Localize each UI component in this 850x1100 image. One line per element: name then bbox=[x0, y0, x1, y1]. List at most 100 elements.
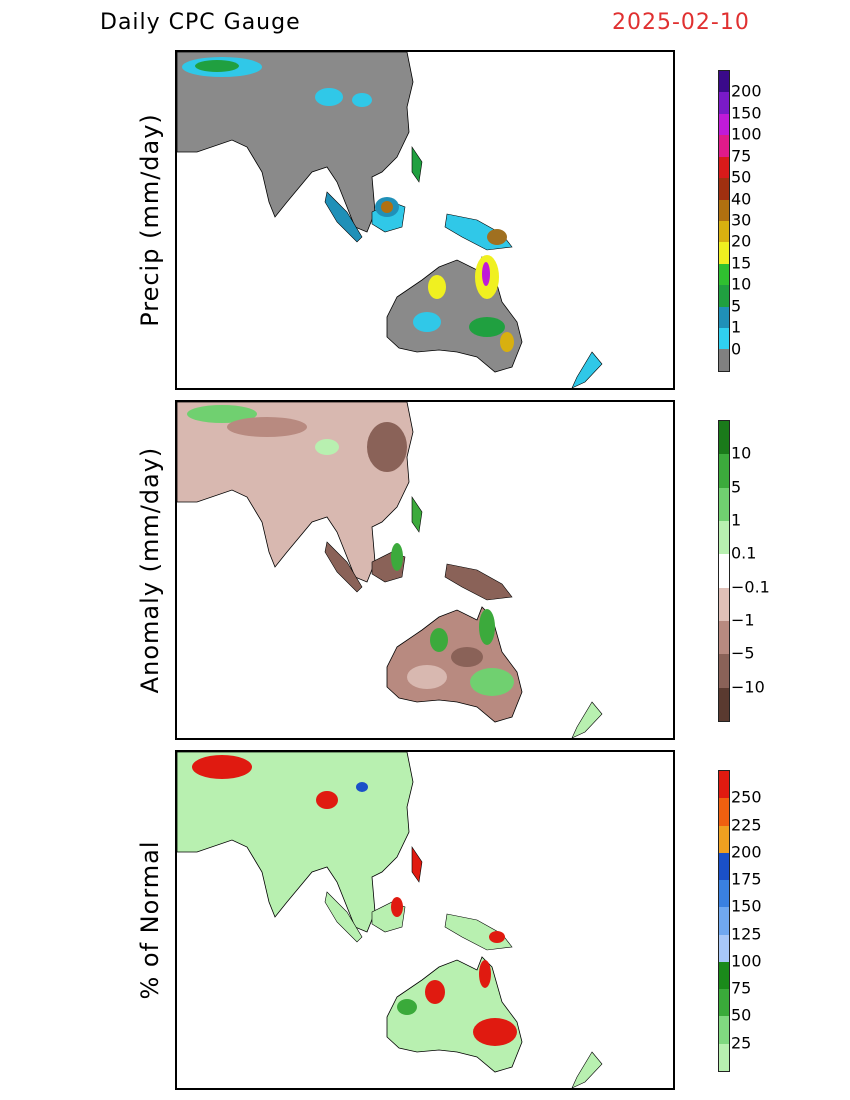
percent-patch bbox=[316, 791, 338, 809]
sumatra-landmass bbox=[324, 891, 363, 943]
colorbar-segment bbox=[719, 961, 729, 990]
anomaly-map bbox=[177, 402, 603, 738]
colorbar-segment bbox=[719, 349, 729, 371]
philippines-landmass bbox=[411, 846, 423, 883]
colorbar-segment bbox=[719, 71, 729, 93]
colorbar-segment bbox=[719, 156, 729, 179]
colorbar-label: 10 bbox=[731, 443, 752, 463]
precip-patch bbox=[315, 88, 343, 106]
colorbar-segment bbox=[719, 113, 729, 136]
precip-colorbar bbox=[718, 70, 730, 372]
anomaly-patch bbox=[315, 439, 339, 455]
colorbar-label: 50 bbox=[731, 1005, 752, 1025]
colorbar-segment bbox=[719, 654, 729, 688]
precip-patch bbox=[428, 275, 446, 299]
colorbar-segment bbox=[719, 487, 729, 521]
colorbar-label: −0.1 bbox=[731, 577, 770, 597]
colorbar-segment bbox=[719, 421, 729, 455]
percent-patch bbox=[356, 782, 368, 792]
anomaly-patch bbox=[187, 405, 257, 423]
percent-patch bbox=[425, 980, 445, 1004]
colorbar-segment bbox=[719, 907, 729, 935]
colorbar-segment bbox=[719, 1043, 729, 1071]
percent-patch bbox=[192, 755, 252, 779]
anomaly-patch bbox=[470, 668, 514, 696]
colorbar-label: 15 bbox=[731, 253, 752, 273]
colorbar-segment bbox=[719, 285, 729, 307]
colorbar-label: 1 bbox=[731, 317, 742, 337]
percent-colorbar bbox=[718, 770, 730, 1072]
percent-patch bbox=[489, 931, 505, 943]
colorbar-label: 5 bbox=[731, 296, 742, 316]
colorbar-label: 30 bbox=[731, 210, 752, 230]
colorbar-label: 1 bbox=[731, 510, 742, 530]
colorbar-segment bbox=[719, 454, 729, 488]
colorbar-segment bbox=[719, 798, 729, 826]
precip-map bbox=[177, 52, 603, 388]
asia-landmass bbox=[177, 402, 414, 583]
map-title: Daily CPC Gauge bbox=[100, 10, 301, 35]
anomaly-colorbar bbox=[718, 420, 730, 722]
anomaly-patch bbox=[451, 647, 483, 667]
colorbar-label: 200 bbox=[731, 842, 762, 862]
colorbar-label: 100 bbox=[731, 124, 762, 144]
anomaly-patch bbox=[391, 543, 403, 571]
colorbar-segment bbox=[719, 520, 729, 555]
percent-patch bbox=[397, 999, 417, 1015]
precip-patch bbox=[487, 229, 507, 245]
anomaly-patch bbox=[367, 422, 407, 472]
colorbar-label: 225 bbox=[731, 815, 762, 835]
colorbar-segment bbox=[719, 934, 729, 962]
colorbar-segment bbox=[719, 178, 729, 200]
precip-patch bbox=[352, 93, 372, 107]
australia-landmass bbox=[386, 606, 523, 723]
colorbar-label: 5 bbox=[731, 477, 742, 497]
colorbar-segment bbox=[719, 880, 729, 908]
colorbar-label: −1 bbox=[731, 610, 755, 630]
sumatra-landmass bbox=[324, 191, 363, 243]
colorbar-label: 0 bbox=[731, 339, 742, 359]
percent-axis-label: % of Normal bbox=[136, 840, 164, 1000]
colorbar-label: 25 bbox=[731, 1033, 752, 1053]
philippines-landmass bbox=[411, 496, 423, 533]
percent-patch bbox=[479, 960, 491, 988]
colorbar-segment bbox=[719, 1016, 729, 1044]
precip-patch bbox=[482, 262, 490, 286]
colorbar-segment bbox=[719, 220, 729, 243]
colorbar-segment bbox=[719, 687, 729, 721]
precip-patch bbox=[413, 312, 441, 332]
sumatra-landmass bbox=[324, 541, 363, 593]
colorbar-segment bbox=[719, 825, 729, 853]
colorbar-segment bbox=[719, 263, 729, 286]
colorbar-label: 100 bbox=[731, 951, 762, 971]
colorbar-label: 50 bbox=[731, 167, 752, 187]
philippines-landmass bbox=[411, 146, 423, 183]
newzealand-landmass bbox=[571, 351, 603, 388]
colorbar-label: 200 bbox=[731, 81, 762, 101]
colorbar-label: 75 bbox=[731, 978, 752, 998]
colorbar-label: 250 bbox=[731, 787, 762, 807]
percent-map-panel bbox=[175, 750, 675, 1090]
colorbar-segment bbox=[719, 92, 729, 114]
colorbar-segment bbox=[719, 771, 729, 799]
anomaly-patch bbox=[430, 628, 448, 652]
newzealand-landmass bbox=[571, 1051, 603, 1088]
colorbar-segment bbox=[719, 989, 729, 1017]
colorbar-segment bbox=[719, 135, 729, 157]
colorbar-segment bbox=[719, 328, 729, 350]
precip-map-panel bbox=[175, 50, 675, 390]
colorbar-label: 150 bbox=[731, 103, 762, 123]
colorbar-label: 10 bbox=[731, 274, 752, 294]
percent-patch bbox=[473, 1018, 517, 1046]
colorbar-segment bbox=[719, 852, 729, 881]
colorbar-segment bbox=[719, 199, 729, 221]
colorbar-label: 75 bbox=[731, 146, 752, 166]
colorbar-label: −5 bbox=[731, 643, 755, 663]
precip-patch bbox=[500, 332, 514, 352]
colorbar-label: 0.1 bbox=[731, 543, 757, 563]
colorbar-label: 40 bbox=[731, 189, 752, 209]
colorbar-segment bbox=[719, 587, 729, 621]
newzealand-landmass bbox=[571, 701, 603, 738]
percent-patch bbox=[391, 897, 403, 917]
australia-landmass bbox=[386, 256, 523, 373]
